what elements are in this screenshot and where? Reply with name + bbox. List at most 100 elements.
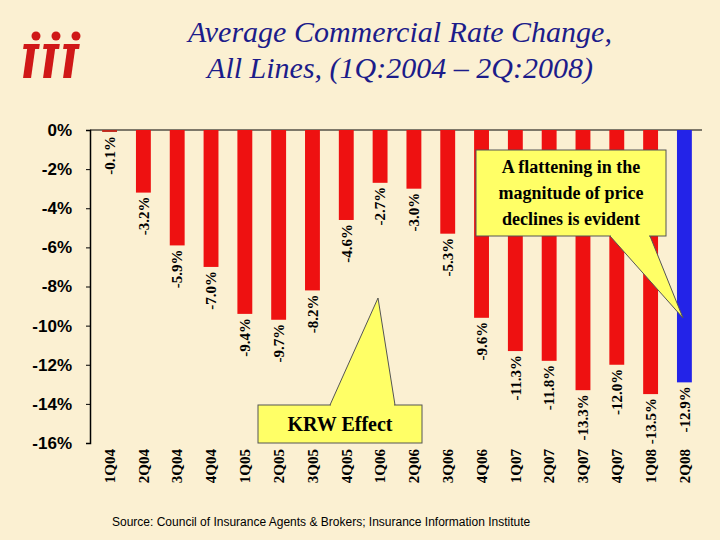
data-label: -13.5% [643,398,659,444]
y-tick: -10% [32,317,90,336]
y-tick: -6% [42,238,90,257]
data-label: -5.9% [169,249,185,288]
y-tick-mark [86,287,90,288]
annotation-krw-pointer [330,298,395,405]
title-line: All Lines, (1Q:2004 – 2Q:2008) [205,51,593,85]
annotation-flattening-pointer [610,236,683,318]
x-tick-label: 3Q05 [305,449,321,483]
logo [23,32,80,79]
x-tick: 3Q04 [169,449,185,484]
y-tick-mark [86,130,90,131]
logo-stem [23,44,36,78]
y-tick: 0% [47,121,90,140]
x-tick-label: 3Q07 [575,449,591,484]
x-tick: 3Q06 [440,449,456,484]
x-tick: 2Q05 [271,449,287,483]
logo-serif [23,44,40,49]
bar [204,130,219,267]
title-line: Average Commercial Rate Change, [186,15,612,48]
annotation-krw-text: KRW Effect [287,413,392,435]
x-tick-label: 3Q04 [169,449,185,484]
annotation-flattening-box [476,150,666,236]
y-tick: -4% [42,199,90,218]
y-tick: -16% [32,434,90,453]
data-label: -3.0% [406,193,422,232]
bar [440,130,455,234]
x-tick: 4Q05 [339,449,355,483]
annotation-krw: KRW Effect [258,298,422,443]
bar [339,130,354,220]
y-tick-label: 0% [47,121,72,140]
x-tick-label: 1Q05 [237,449,253,483]
annotation-flattening-seam [611,235,649,237]
x-tick: 1Q07 [508,449,524,484]
x-tick: 1Q08 [643,449,659,483]
x-tick-label: 2Q08 [677,449,693,483]
y-tick-label: -2% [42,160,72,179]
annotation-flattening-text: A flattening in the [502,157,641,177]
data-label: -11.3% [508,355,524,400]
x-tick: 2Q04 [136,449,152,484]
annotation-flattening-text: magnitude of price [499,183,644,203]
y-tick-label: -6% [42,238,72,257]
annotation-flattening-text: declines is evident [502,209,640,229]
y-tick: -14% [32,395,90,414]
x-tick: 2Q08 [677,449,693,483]
y-tick-label: -10% [32,317,72,336]
bar [237,130,252,314]
data-label: -11.8% [541,365,557,410]
data-labels: -0.1%-3.2%-5.9%-7.0%-9.4%-9.7%-8.2%-4.6%… [102,136,693,444]
data-label: -5.3% [440,238,456,277]
bar [406,130,421,189]
y-tick-mark [86,208,90,209]
x-tick-label: 1Q04 [102,449,118,484]
y-tick-label: -16% [32,434,72,453]
logo-stem [63,44,76,78]
x-tick: 1Q04 [102,449,118,484]
data-label: -7.0% [203,271,219,310]
x-tick: 4Q04 [203,449,219,484]
data-label: -2.7% [372,187,388,226]
chart: Average Commercial Rate Change,All Lines… [0,0,720,540]
y-tick-label: -12% [32,356,72,375]
x-tick: 2Q07 [541,449,557,484]
x-tick: 1Q06 [372,449,388,484]
logo-stem [43,44,56,78]
logo-serif [43,44,60,49]
logo-dot [32,32,41,41]
bar [102,130,117,132]
bar [677,130,692,382]
x-tick: 3Q07 [575,449,591,484]
x-tick-label: 2Q06 [406,449,422,484]
data-label: -12.0% [609,369,625,415]
y-tick-label: -8% [42,277,72,296]
x-tick-label: 1Q07 [508,449,524,484]
logo-dot [72,32,81,41]
x-tick-label: 4Q06 [474,449,490,484]
y-tick-mark [86,326,90,327]
bar [271,130,286,320]
data-label: -8.2% [305,294,321,333]
x-axis: 1Q04 2Q04 3Q04 4Q04 1Q05 2Q05 3Q05 4Q05 1Q06 2Q06… [102,449,693,484]
annotation-krw-seam [331,404,394,406]
x-tick-label: 1Q06 [372,449,388,484]
data-label: -9.7% [271,324,287,363]
logo-serif [63,44,80,49]
annotation-krw-box [258,405,422,443]
x-tick: 2Q06 [406,449,422,484]
bars [102,130,692,394]
title: Average Commercial Rate Change,All Lines… [186,15,612,85]
x-tick: 3Q05 [305,449,321,483]
data-label: -9.4% [237,318,253,357]
y-axis-line [86,131,91,444]
x-tick-label: 2Q05 [271,449,287,483]
data-label: -13.3% [575,394,591,440]
x-tick-label: 4Q04 [203,449,219,484]
logo-dot [52,32,61,41]
bar [305,130,320,290]
x-tick-label: 2Q07 [541,449,557,484]
y-tick-mark [86,247,90,248]
data-label: -3.2% [136,197,152,236]
y-tick-label: -14% [32,395,72,414]
bar [170,130,185,245]
